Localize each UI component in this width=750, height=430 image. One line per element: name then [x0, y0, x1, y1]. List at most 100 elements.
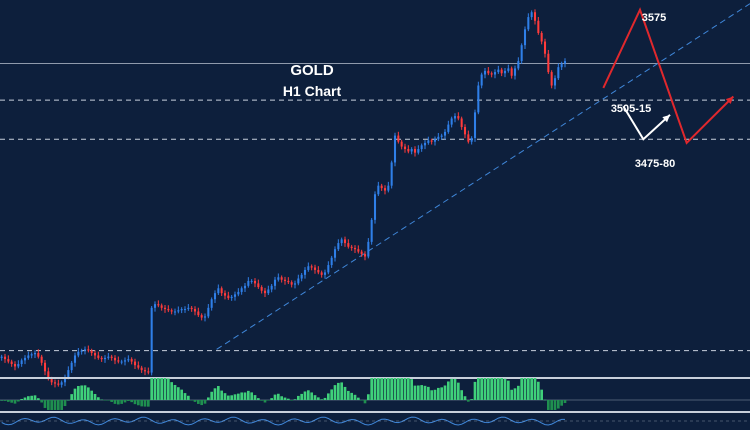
candle-body-166 — [553, 78, 557, 86]
oscillator-bar-54 — [180, 389, 183, 400]
candle-body-19 — [63, 377, 67, 383]
oscillator-bar-118 — [393, 378, 397, 400]
oscillator-bar-59 — [197, 400, 200, 404]
oscillator-bar-35 — [117, 400, 120, 405]
oscillator-bar-5 — [17, 400, 20, 402]
candle-body-17 — [57, 383, 60, 385]
oscillator-bar-88 — [293, 399, 297, 400]
oscillator-bar-114 — [380, 378, 383, 400]
oscillator-bar-100 — [333, 385, 337, 400]
oscillator-bar-50 — [167, 378, 170, 400]
oscillator-bar-94 — [313, 395, 317, 400]
candle-body-53 — [177, 310, 180, 312]
oscillator-bar-104 — [347, 390, 350, 400]
projection-paths — [602, 7, 735, 145]
bearish-projection — [602, 7, 735, 145]
candle-body-119 — [397, 135, 400, 142]
oscillator-bar-44 — [147, 400, 150, 407]
oscillator-bar-123 — [410, 379, 413, 400]
candle-body-109 — [363, 254, 367, 257]
candle-body-121 — [403, 146, 407, 150]
oscillator-bar-95 — [317, 397, 320, 400]
candle-body-81 — [270, 285, 273, 290]
oscillator-bar-148 — [493, 378, 497, 400]
candle-body-162 — [540, 32, 543, 42]
candle-body-92 — [307, 266, 310, 270]
candle-body-39 — [130, 359, 133, 362]
oscillator-bar-40 — [133, 400, 137, 405]
oscillator-bar-162 — [540, 389, 543, 400]
oscillator-bar-113 — [377, 378, 380, 400]
oscillator-bar-136 — [453, 378, 457, 400]
oscillator-bar-108 — [360, 400, 363, 401]
candle-body-138 — [460, 118, 463, 128]
candle-body-21 — [70, 362, 73, 371]
candle-body-169 — [563, 61, 567, 64]
candle-body-10 — [33, 353, 37, 355]
price-levels — [0, 63, 750, 352]
oscillator-bar-76 — [253, 395, 257, 400]
candle-body-3 — [10, 361, 13, 365]
candle-body-27 — [90, 350, 93, 354]
candle-body-153 — [510, 68, 513, 76]
candle-body-110 — [367, 241, 370, 257]
candle-body-140 — [467, 134, 470, 142]
candle-body-65 — [217, 288, 220, 294]
oscillator-bar-33 — [110, 400, 113, 402]
candle-body-70 — [233, 294, 237, 297]
level-label-3475-80: 3475-80 — [635, 158, 675, 170]
candle-body-73 — [243, 285, 247, 289]
oscillator-bar-14 — [47, 400, 50, 410]
candle-body-12 — [40, 356, 43, 363]
candle-body-145 — [483, 70, 487, 75]
oscillator-bar-20 — [67, 399, 70, 401]
candle-body-67 — [223, 293, 227, 296]
oscillator-bar-82 — [273, 394, 277, 400]
candle-body-91 — [303, 269, 307, 275]
candle-body-15 — [50, 378, 53, 383]
oscillator-bar-141 — [470, 399, 473, 400]
oscillator-bar-29 — [97, 397, 100, 400]
candle-body-23 — [77, 351, 80, 356]
oscillator-bar-133 — [443, 385, 447, 400]
oscillator-bar-58 — [193, 400, 197, 402]
oscillator-bar-18 — [60, 400, 63, 410]
oscillator-bar-157 — [523, 378, 527, 400]
oscillator-bar-64 — [213, 388, 217, 400]
candle-body-95 — [317, 269, 320, 273]
candle-body-101 — [337, 243, 340, 250]
oscillator-bar-103 — [343, 386, 347, 400]
candle-body-14 — [47, 371, 50, 379]
candle-body-105 — [350, 246, 353, 248]
candle-body-94 — [313, 267, 317, 270]
candle-body-68 — [227, 295, 230, 299]
candle-body-127 — [423, 142, 427, 146]
oscillator-bar-109 — [363, 400, 367, 404]
oscillator-bar-11 — [37, 398, 40, 400]
candle-body-52 — [173, 311, 177, 313]
candle-body-59 — [197, 311, 200, 316]
oscillator-bar-156 — [520, 378, 523, 400]
oscillator-bar-13 — [43, 400, 47, 408]
oscillator-bar-152 — [507, 380, 510, 400]
oscillator-bar-91 — [303, 391, 307, 400]
candle-body-107 — [357, 249, 360, 252]
candle-body-112 — [373, 194, 377, 220]
oscillator-bar-131 — [437, 387, 440, 400]
candle-body-22 — [73, 355, 77, 363]
candle-body-102 — [340, 239, 343, 244]
oscillator-bar-63 — [210, 391, 213, 400]
oscillator-bar-46 — [153, 378, 157, 400]
oscillator-bar-57 — [190, 400, 193, 401]
oscillator-bar-134 — [447, 381, 450, 400]
candle-body-137 — [457, 116, 460, 119]
candle-body-76 — [253, 280, 257, 284]
oscillator-bar-169 — [563, 400, 567, 403]
oscillator-bar-120 — [400, 378, 403, 400]
oscillator-bar-4 — [13, 400, 17, 404]
oscillator-bar-130 — [433, 389, 437, 400]
oscillator-bar-10 — [33, 395, 37, 400]
oscillator-bar-138 — [460, 390, 463, 400]
candle-body-1 — [3, 356, 7, 360]
candle-body-34 — [113, 357, 117, 361]
